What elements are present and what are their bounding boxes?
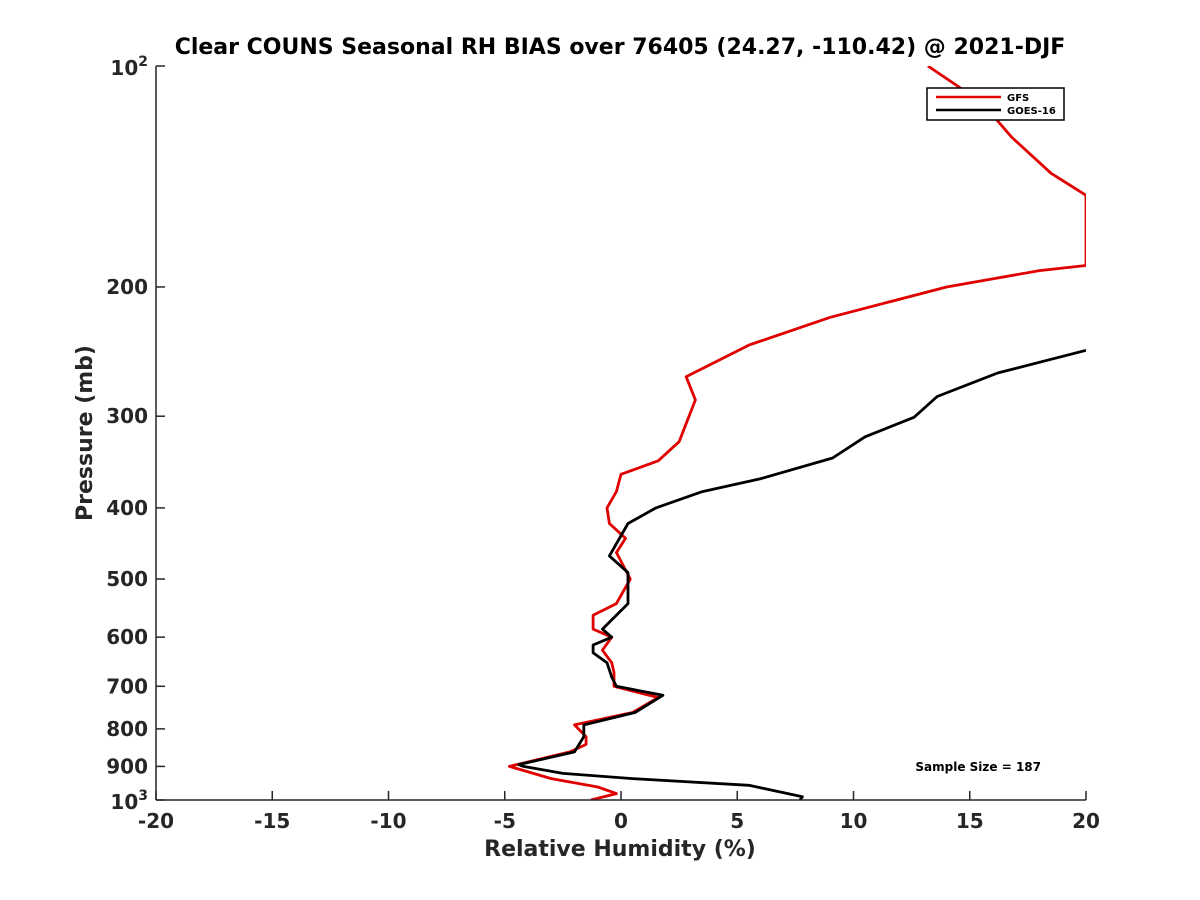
plot-area: -20 -15 -10 -5 0 5 10 15 20 102 200 300 400 500 600 700… — [106, 54, 1100, 833]
x-tick-label: -5 — [494, 809, 516, 833]
legend-label-goes16: GOES-16 — [1007, 106, 1056, 117]
x-tick-label: 15 — [956, 809, 984, 833]
legend-label-gfs: GFS — [1007, 93, 1029, 104]
x-tick-label: 0 — [614, 809, 628, 833]
y-tick-label: 103 — [110, 788, 148, 814]
x-tick-label: -10 — [370, 809, 406, 833]
y-tick-label: 900 — [106, 754, 148, 778]
y-tick-label: 600 — [106, 625, 148, 649]
x-tick-label: 5 — [730, 809, 744, 833]
legend-box — [926, 87, 1065, 121]
y-tick-label: 300 — [106, 404, 148, 428]
y-tick-label: 400 — [106, 496, 148, 520]
y-tick-label: 200 — [106, 275, 148, 299]
legend: GFS GOES-16 — [926, 87, 1065, 121]
x-tick-label: 20 — [1072, 809, 1100, 833]
y-tick-label: 700 — [106, 674, 148, 698]
x-tick-label: -20 — [138, 809, 174, 833]
x-tick-label: 10 — [840, 809, 868, 833]
x-axis-label: Relative Humidity (%) — [484, 837, 756, 862]
series-line-goes-16 — [517, 348, 1086, 800]
y-axis-label: Pressure (mb) — [73, 345, 98, 521]
sample-size-annotation: Sample Size = 187 — [915, 760, 1041, 774]
y-tick-label: 500 — [106, 567, 148, 591]
x-tick-label: -15 — [254, 809, 290, 833]
chart-title: Clear COUNS Seasonal RH BIAS over 76405 … — [175, 35, 1066, 60]
y-tick-label: 102 — [110, 54, 148, 80]
series-line-gfs — [507, 66, 1086, 800]
axes-layer: -20 -15 -10 -5 0 5 10 15 20 102 200 300 400 500 600 700… — [106, 54, 1100, 833]
series-layer — [507, 66, 1086, 800]
y-tick-label: 800 — [106, 717, 148, 741]
